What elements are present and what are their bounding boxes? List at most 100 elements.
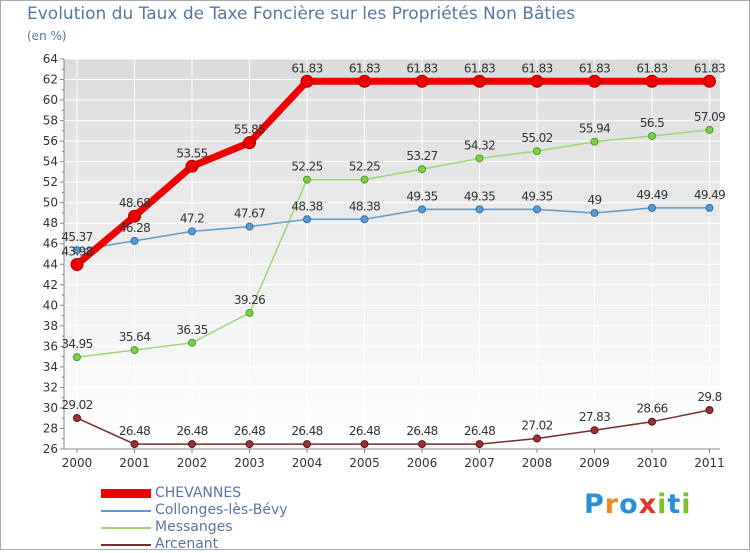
x-tick-label: 2011 (694, 456, 725, 470)
data-labels: 29.02 26.48 26.48 26.48 26.48 26.48 26.48 26.48… (61, 61, 725, 438)
data-label: 47.2 (180, 211, 204, 225)
data-label: 49.49 (694, 188, 725, 202)
data-point (130, 236, 139, 245)
logo-letter: P (584, 489, 605, 520)
series-line-1 (76, 207, 711, 251)
x-tick-label: 2005 (349, 456, 380, 470)
data-label: 34.95 (61, 337, 92, 351)
data-label: 49.35 (464, 189, 495, 203)
data-point (705, 125, 714, 134)
data-label: 45.37 (61, 230, 92, 244)
y-tick-label: 28 (43, 421, 58, 435)
y-tick-label: 36 (43, 339, 58, 353)
data-point (245, 440, 254, 449)
x-tick-label: 2009 (579, 456, 610, 470)
data-point (303, 215, 311, 224)
data-point (70, 257, 84, 271)
x-tick-label: 2007 (464, 456, 495, 470)
y-unit-label: (en %) (27, 29, 67, 43)
data-point (705, 406, 714, 414)
data-point (475, 440, 484, 449)
y-tick-label: 40 (43, 298, 58, 312)
y-tick-label: 58 (43, 114, 58, 128)
legend-label: Collonges-lès-Bévy (155, 502, 288, 518)
data-point (475, 205, 484, 214)
data-label: 52.25 (291, 160, 322, 174)
x-tick-label: 2003 (234, 456, 265, 470)
series-line-2 (76, 129, 711, 358)
data-label: 61.83 (521, 61, 552, 75)
logo-letter: x (638, 489, 658, 520)
series-points (70, 74, 716, 449)
data-point (128, 209, 141, 223)
data-point (360, 215, 369, 224)
y-tick-label: 44 (43, 257, 58, 271)
plot-background (64, 59, 720, 449)
chart-title: Evolution du Taux de Taxe Foncière sur l… (27, 4, 576, 24)
logo-letter: o (619, 489, 639, 520)
data-label: 56.5 (640, 116, 664, 130)
data-label: 43.98 (61, 244, 92, 258)
y-tick-label: 42 (43, 278, 58, 292)
x-tick-label: 2006 (407, 456, 438, 470)
data-point (130, 440, 139, 449)
legend-label: Arcenant (155, 536, 219, 552)
data-label: 52.25 (349, 160, 380, 174)
x-tick-label: 2001 (119, 456, 150, 470)
series-lines (73, 77, 713, 445)
data-label: 27.83 (579, 410, 610, 424)
y-tick-label: 60 (43, 93, 58, 107)
data-label: 61.83 (291, 61, 322, 75)
data-label: 48.38 (291, 199, 322, 213)
legend-item: Collonges-lès-Bévy (101, 502, 288, 519)
data-label: 26.48 (406, 424, 437, 438)
data-label: 28.66 (636, 402, 667, 416)
data-point (130, 346, 139, 355)
y-tick-label: 34 (43, 360, 58, 374)
data-point (533, 205, 541, 214)
data-label: 29.02 (61, 398, 92, 412)
data-point (303, 440, 311, 449)
data-point (188, 227, 196, 236)
series-line-3 (76, 409, 711, 445)
data-point (530, 74, 544, 88)
data-label: 53.27 (406, 149, 437, 163)
data-label: 61.83 (464, 61, 495, 75)
data-label: 35.64 (119, 330, 150, 344)
legend-swatch (101, 543, 151, 546)
data-point (185, 159, 199, 173)
data-label: 61.83 (406, 61, 437, 75)
data-point (243, 136, 256, 150)
data-point (300, 74, 314, 88)
data-label: 61.83 (349, 61, 380, 75)
data-label: 55.94 (579, 122, 610, 136)
data-label: 48.68 (119, 196, 150, 210)
data-label: 48.38 (349, 199, 380, 213)
data-label: 55.85 (234, 123, 265, 137)
data-point (473, 74, 486, 88)
x-tick-label: 2000 (62, 456, 93, 470)
legend: CHEVANNES Collonges-lès-Bévy Messanges Arce… (101, 485, 288, 553)
data-label: 54.32 (464, 138, 495, 152)
data-point (303, 175, 311, 184)
data-point (418, 165, 426, 174)
data-point (703, 74, 716, 88)
data-label: 49.35 (521, 189, 552, 203)
data-label: 49 (587, 193, 601, 207)
data-label: 26.48 (234, 424, 265, 438)
x-tick-label: 2002 (177, 456, 208, 470)
data-label: 57.09 (694, 110, 725, 124)
y-tick-label: 46 (43, 237, 58, 251)
data-point (73, 353, 81, 362)
data-point (705, 203, 714, 212)
data-label: 26.48 (349, 424, 380, 438)
data-point (475, 154, 484, 163)
y-tick-label: 62 (43, 73, 58, 87)
logo-letter: i (681, 489, 692, 520)
y-tick-label: 52 (43, 175, 58, 189)
data-label: 61.83 (579, 61, 610, 75)
logo-letter: r (604, 489, 620, 520)
data-point (188, 440, 196, 449)
data-point (73, 246, 81, 255)
